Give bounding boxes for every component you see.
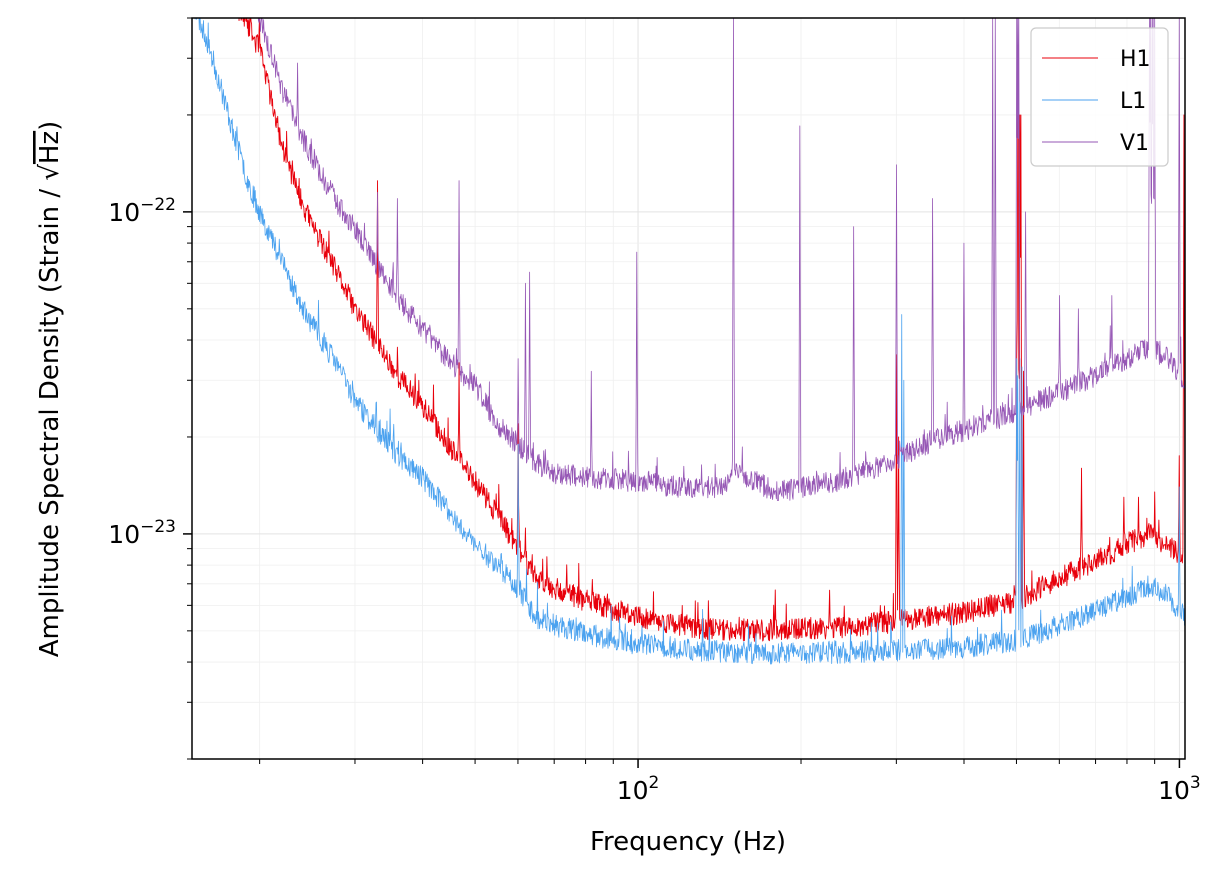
y-axis-title: Amplitude Spectral Density (Strain / √Hz… [35, 121, 65, 658]
legend-box [1030, 27, 1169, 167]
plot-frame [191, 17, 1186, 760]
y-tick-label: 10−22 [108, 195, 176, 227]
sqrt-symbol: √ [35, 164, 65, 181]
legend-label-v1: V1 [1120, 131, 1149, 156]
x-tick-label: 102 [617, 773, 660, 805]
series-line-l1 [194, 18, 1185, 665]
axis-ticks [183, 17, 1181, 768]
sqrt-radicand: Hz [35, 131, 65, 164]
legend-label-l1: L1 [1120, 89, 1146, 114]
legend: H1 L1 V1 [1030, 27, 1169, 167]
y-tick-label: 10−23 [108, 517, 176, 549]
series-lines [194, 18, 1185, 665]
legend-label-h1: H1 [1120, 47, 1151, 72]
x-axis-title: Frequency (Hz) [590, 827, 786, 857]
series-line-v1 [257, 18, 1185, 502]
x-tick-label: 103 [1158, 773, 1201, 805]
axis-tick-labels: 102 103 10−23 10−22 [108, 195, 1200, 805]
